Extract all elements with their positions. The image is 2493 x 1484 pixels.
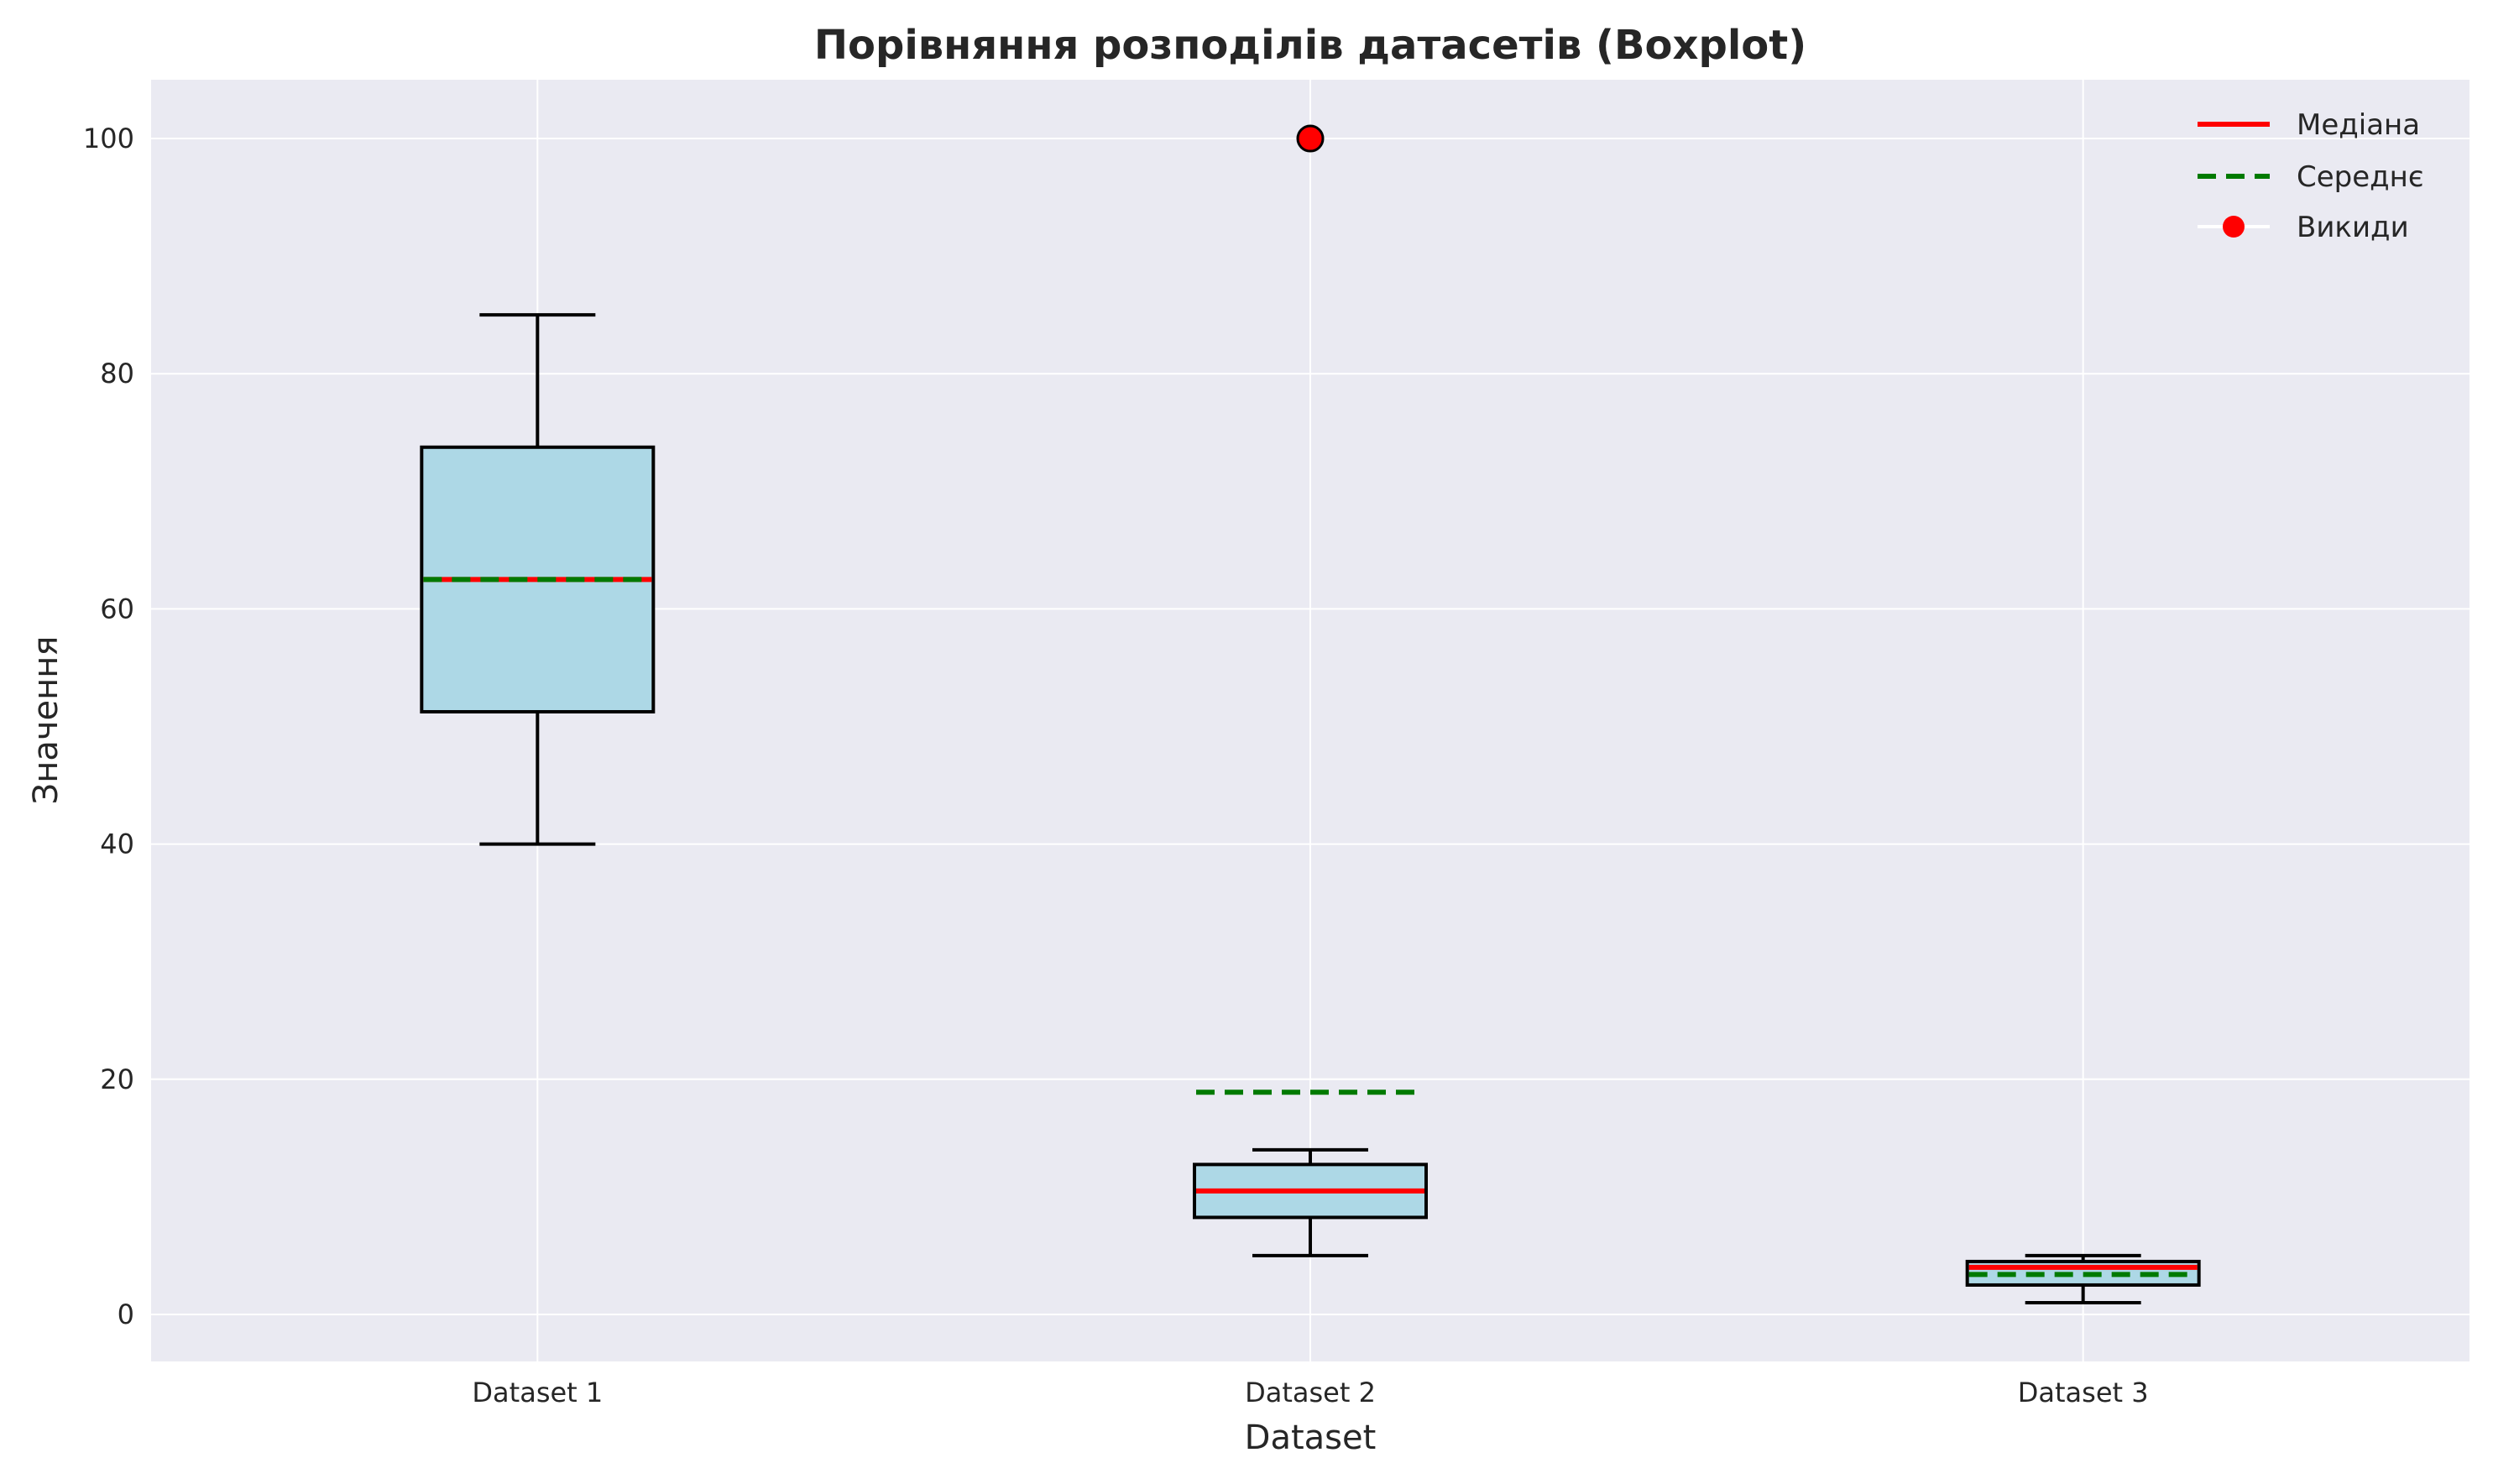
x-tick-label: Dataset 1 xyxy=(472,1377,603,1408)
y-tick-label: 40 xyxy=(100,828,134,860)
boxes-layer xyxy=(420,124,2201,1304)
legend-outlier-label: Викиди xyxy=(2297,211,2409,244)
legend: Медіана Середнє Викиди xyxy=(2198,108,2424,244)
y-tick-label: 60 xyxy=(100,593,134,624)
y-tick-label: 80 xyxy=(100,358,134,389)
x-tick-labels: Dataset 1 Dataset 2 Dataset 3 xyxy=(472,1377,2148,1408)
y-tick-label: 0 xyxy=(118,1298,134,1330)
y-tick-label: 20 xyxy=(100,1063,134,1095)
x-axis-label: Dataset xyxy=(1245,1419,1377,1457)
legend-mean-label: Середнє xyxy=(2297,160,2424,194)
legend-median-label: Медіана xyxy=(2297,108,2420,142)
y-axis-label: Значення xyxy=(27,636,65,805)
x-tick-label: Dataset 2 xyxy=(1245,1377,1376,1408)
outlier-point xyxy=(1296,124,1325,153)
legend-outlier-swatch xyxy=(2223,216,2245,238)
y-tick-labels: 0 20 40 60 80 100 xyxy=(83,123,134,1330)
x-tick-label: Dataset 3 xyxy=(2018,1377,2149,1408)
y-tick-label: 100 xyxy=(83,123,134,154)
chart-title: Порівняння розподілів датасетів (Boxplot… xyxy=(814,22,1806,69)
